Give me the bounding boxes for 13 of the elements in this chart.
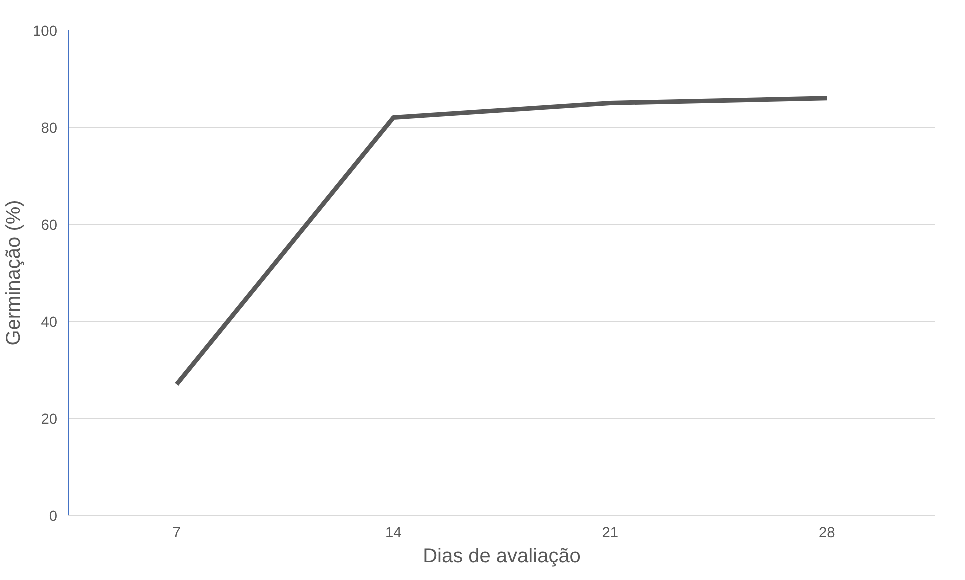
x-tick-label: 28 (818, 526, 836, 542)
y-axis-title: Germinação (%) (3, 200, 26, 346)
y-tick-label: 60 (41, 218, 58, 234)
line-series (174, 96, 830, 387)
y-tick-label: 40 (41, 315, 58, 331)
x-tick-label: 14 (385, 526, 402, 542)
x-axis-title: Dias de avaliação (423, 546, 581, 568)
x-tick-label: 21 (602, 526, 619, 542)
y-tick-label: 100 (33, 24, 58, 40)
y-tick-label: 20 (41, 412, 58, 428)
x-tick-label: 7 (172, 526, 181, 542)
y-tick-label: 80 (41, 121, 58, 137)
y-tick-label: 0 (49, 509, 58, 525)
